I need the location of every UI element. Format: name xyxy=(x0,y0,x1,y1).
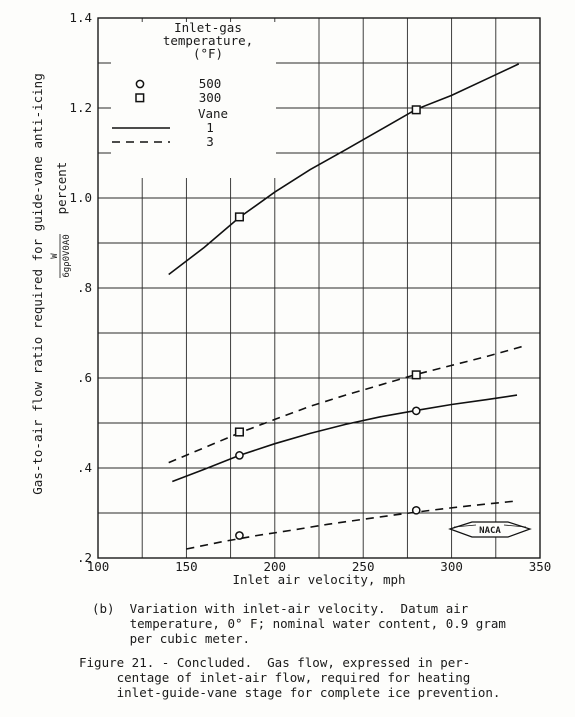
legend-marker-label: 300 xyxy=(199,90,222,105)
curve-vane-1 xyxy=(172,394,518,483)
y-tick-label: .2 xyxy=(77,550,92,565)
plot-frame xyxy=(97,17,541,559)
legend-title: Inlet-gas xyxy=(174,20,242,35)
formula-denominator: 6gρ0V0A0 xyxy=(62,234,72,277)
subfigure-caption: (b) Variation with inlet-air velocity. D… xyxy=(92,601,506,646)
x-tick-label: 350 xyxy=(529,559,552,574)
legend-line-label: 3 xyxy=(206,134,214,149)
caption-line: per cubic meter. xyxy=(92,631,251,646)
x-tick-label: 100 xyxy=(87,559,110,574)
legend-square-marker xyxy=(135,93,145,103)
data-curves xyxy=(168,63,523,550)
y-tick-label: .8 xyxy=(77,280,92,295)
tick-labels: 100 150 200 250 300 350 .2 .4 .6 .8 1.0 1.2 1.4 xyxy=(69,10,551,574)
data-point-circle xyxy=(411,505,421,515)
legend-title: (°F) xyxy=(193,46,223,61)
x-axis-label: Inlet air velocity, mph xyxy=(232,572,405,587)
grid-lines xyxy=(98,18,540,558)
legend-line-label: 1 xyxy=(206,120,214,135)
caption-line: (b) Variation with inlet-air velocity. D… xyxy=(92,601,469,616)
y-tick-label: 1.4 xyxy=(69,10,92,25)
legend-circle-marker xyxy=(135,79,145,89)
data-point-circle xyxy=(235,531,244,540)
y-axis-label: Gas-to-air flow ratio required for guide… xyxy=(30,73,45,494)
x-tick-label: 250 xyxy=(352,559,375,574)
data-point-square xyxy=(411,370,421,380)
logo-wing-stripe xyxy=(453,524,527,528)
formula-numerator: W xyxy=(50,253,60,259)
y-axis-formula: W 6gρ0V0A0 xyxy=(50,234,72,278)
legend-marker-label: 500 xyxy=(199,76,222,91)
data-point-circle xyxy=(411,406,421,416)
caption-line: temperature, 0° F; nominal water content… xyxy=(92,616,506,631)
figure-caption-line: inlet-guide-vane stage for complete ice … xyxy=(79,685,501,700)
curve-vane-3 xyxy=(186,500,514,550)
naca-logo: NACA xyxy=(448,521,532,538)
y-axis-unit: percent xyxy=(54,162,69,215)
x-tick-label: 300 xyxy=(440,559,463,574)
curve-vane-3 xyxy=(168,345,523,464)
y-tick-label: .6 xyxy=(77,370,92,385)
legend-title: temperature, xyxy=(163,33,253,48)
data-point-square xyxy=(234,427,244,437)
curve-vane-1 xyxy=(168,63,520,276)
x-tick-label: 150 xyxy=(175,559,198,574)
y-tick-label: .4 xyxy=(77,460,92,475)
figure-caption: Figure 21. - Concluded. Gas flow, expres… xyxy=(79,655,500,700)
figure-caption-line: Figure 21. - Concluded. Gas flow, expres… xyxy=(79,655,471,670)
legend-vane-title: Vane xyxy=(198,106,228,121)
figure-caption-line: centage of inlet-air flow, required for … xyxy=(79,670,471,685)
data-point-circle xyxy=(235,451,244,460)
y-tick-label: 1.2 xyxy=(69,100,92,115)
data-point-square xyxy=(411,105,421,115)
y-tick-label: 1.0 xyxy=(69,190,92,205)
logo-text: NACA xyxy=(479,526,501,536)
data-point-square xyxy=(234,212,244,222)
x-tick-label: 200 xyxy=(264,559,287,574)
chart: 100 150 200 250 300 350 .2 .4 .6 .8 1.0 1.2 1.4 Inle… xyxy=(30,10,551,587)
data-points xyxy=(234,105,421,540)
